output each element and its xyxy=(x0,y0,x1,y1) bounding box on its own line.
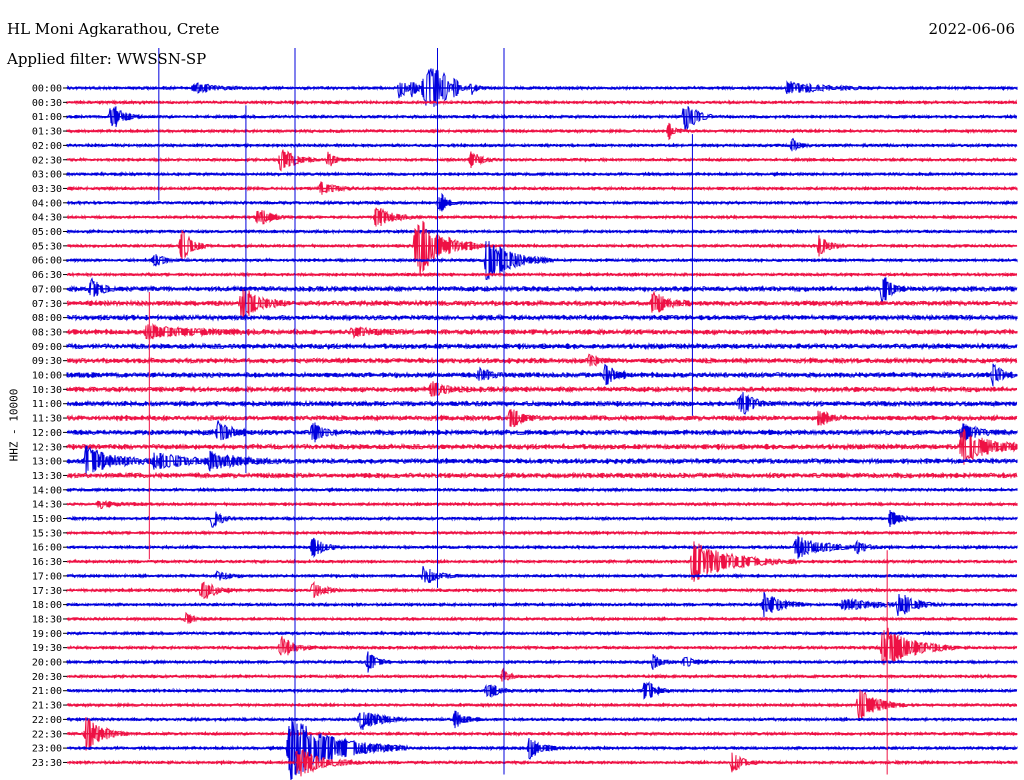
trace-row-1200 xyxy=(66,420,1018,443)
row-label-1630: 16:30 xyxy=(32,557,62,568)
row-label-0530: 05:30 xyxy=(32,241,62,252)
row-label-0100: 01:00 xyxy=(32,112,62,123)
row-label-2330: 23:30 xyxy=(32,758,62,769)
row-label-1730: 17:30 xyxy=(32,586,62,597)
row-label-0430: 04:30 xyxy=(32,213,62,224)
trace-row-1100 xyxy=(66,392,1018,415)
row-label-1230: 12:30 xyxy=(32,442,62,453)
row-label-2300: 23:00 xyxy=(32,744,62,755)
row-label-1430: 14:30 xyxy=(32,500,62,511)
row-label-0800: 08:00 xyxy=(32,313,62,324)
channel-axis-label: HHZ - 10000 xyxy=(7,388,21,462)
row-label-0900: 09:00 xyxy=(32,342,62,353)
trace-row-1000 xyxy=(66,363,1018,387)
row-label-1600: 16:00 xyxy=(32,543,62,554)
seismogram-traces xyxy=(66,68,1018,780)
row-label-2030: 20:30 xyxy=(32,672,62,683)
trace-row-2200 xyxy=(66,710,1017,731)
row-label-0700: 07:00 xyxy=(32,284,62,295)
station-title: HL Moni Agkarathou, Crete xyxy=(7,20,220,38)
row-label-1330: 13:30 xyxy=(32,471,62,482)
row-label-0500: 05:00 xyxy=(32,227,62,238)
row-label-0300: 03:00 xyxy=(32,170,62,181)
trace-row-1700 xyxy=(66,565,1018,584)
row-label-0200: 02:00 xyxy=(32,141,62,152)
date-label: 2022-06-06 xyxy=(928,20,1015,38)
filter-subtitle: Applied filter: WWSSN-SP xyxy=(7,50,207,68)
row-label-0630: 06:30 xyxy=(32,270,62,281)
row-label-1000: 10:00 xyxy=(32,371,62,382)
row-label-1100: 11:00 xyxy=(32,399,62,410)
trace-row-1830 xyxy=(66,611,1018,624)
trace-row-0100 xyxy=(66,106,1018,132)
row-label-0030: 00:30 xyxy=(32,98,62,109)
row-label-2130: 21:30 xyxy=(32,701,62,712)
row-label-0730: 07:30 xyxy=(32,299,62,310)
row-label-1830: 18:30 xyxy=(32,614,62,625)
row-label-0930: 09:30 xyxy=(32,356,62,367)
trace-row-1300 xyxy=(66,445,1018,477)
trace-row-0830 xyxy=(66,322,1018,340)
row-label-0330: 03:30 xyxy=(32,184,62,195)
row-label-1400: 14:00 xyxy=(32,485,62,496)
row-label-0130: 01:30 xyxy=(32,127,62,138)
row-label-2230: 22:30 xyxy=(32,729,62,740)
row-label-0230: 02:30 xyxy=(32,155,62,166)
row-label-1700: 17:00 xyxy=(32,571,62,582)
row-label-1130: 11:30 xyxy=(32,414,62,425)
row-label-1500: 15:00 xyxy=(32,514,62,525)
row-label-2100: 21:00 xyxy=(32,686,62,697)
trace-row-0700 xyxy=(66,277,1018,303)
row-label-0600: 06:00 xyxy=(32,256,62,267)
row-label-2000: 20:00 xyxy=(32,658,62,669)
row-label-1030: 10:30 xyxy=(32,385,62,396)
row-label-2200: 22:00 xyxy=(32,715,62,726)
row-label-1930: 19:30 xyxy=(32,643,62,654)
long-spike-lines xyxy=(148,48,888,775)
row-label-1530: 15:30 xyxy=(32,528,62,539)
row-label-1800: 18:00 xyxy=(32,600,62,611)
trace-row-1030 xyxy=(66,381,1018,397)
trace-row-0530 xyxy=(66,220,1018,275)
row-label-1200: 12:00 xyxy=(32,428,62,439)
row-label-0400: 04:00 xyxy=(32,198,62,209)
row-label-1900: 19:00 xyxy=(32,629,62,640)
row-time-labels: 00:00 00:30 01:00 01:30 02:00 02:30 03:00 03:30… xyxy=(32,84,67,769)
row-label-0830: 08:30 xyxy=(32,327,62,338)
row-label-1300: 13:00 xyxy=(32,457,62,468)
row-label-0000: 00:00 xyxy=(32,84,62,95)
